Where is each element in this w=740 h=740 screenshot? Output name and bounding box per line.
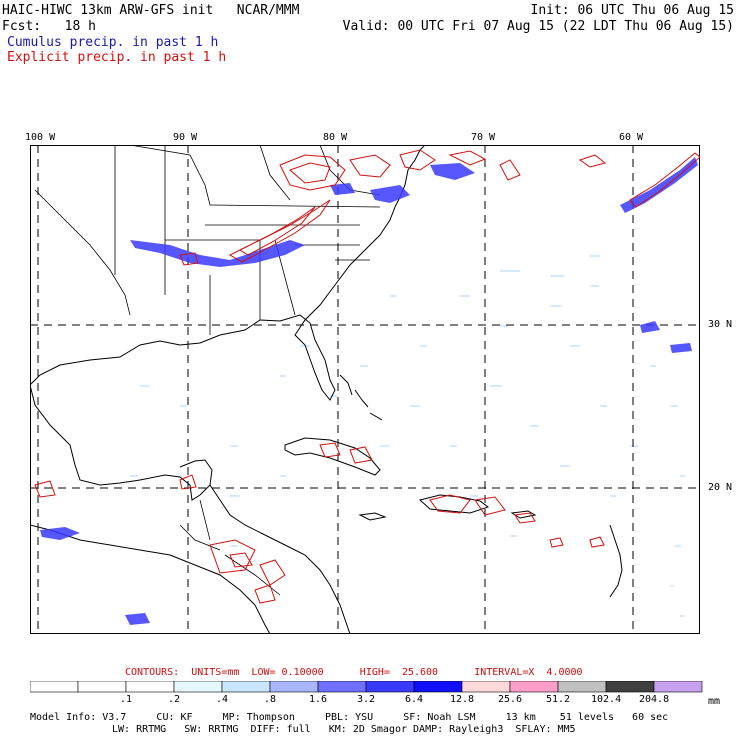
explicit-legend: Explicit precip. in past 1 h — [7, 50, 227, 65]
colorbar-swatch — [557, 681, 607, 693]
model-info-line2: LW: RRTMG SW: RRTMG DIFF: full KM: 2D Sm… — [112, 724, 576, 735]
light-precip-speckles — [130, 255, 685, 617]
contours-info: CONTOURS: UNITS=mm LOW= 0.10000 HIGH= 25… — [125, 667, 583, 678]
coastlines — [30, 145, 623, 634]
colorbar-tick-label: 204.8 — [639, 694, 670, 705]
colorbar-tick-label: .1 — [120, 694, 133, 705]
colorbar-swatch — [125, 681, 175, 693]
colorbar-tick-label: 51.2 — [546, 694, 571, 705]
lat-label: 30 N — [708, 319, 733, 330]
colorbar-tick-label: .2 — [168, 694, 181, 705]
valid-time: Valid: 00 UTC Fri 07 Aug 15 (22 LDT Thu … — [342, 19, 734, 34]
lat-lon-grid — [30, 145, 700, 634]
colorbar-tick-label: .4 — [216, 694, 229, 705]
model-info-line1: Model Info: V3.7 CU: KF MP: Thompson PBL… — [30, 712, 669, 723]
colorbar-swatch — [413, 681, 463, 693]
colorbar-swatch — [461, 681, 511, 693]
map-panel — [30, 145, 700, 634]
model-title: HAIC-HIWC 13km ARW-GFS init NCAR/MMM — [2, 3, 300, 18]
colorbar-swatch — [221, 681, 271, 693]
colorbar-swatch — [173, 681, 223, 693]
lon-label: 90 W — [173, 132, 198, 143]
lon-label: 60 W — [619, 132, 644, 143]
country-borders — [34, 189, 281, 596]
colorbar-swatch — [365, 681, 415, 693]
colorbar-swatch — [77, 681, 127, 693]
colorbar-swatch — [30, 681, 79, 693]
colorbar — [30, 681, 703, 693]
cumulus-precip-areas — [40, 157, 698, 625]
colorbar-tick-label: 12.8 — [450, 694, 475, 705]
lat-label: 20 N — [708, 482, 733, 493]
lon-label: 70 W — [471, 132, 496, 143]
colorbar-tick-label: 6.4 — [405, 694, 424, 705]
colorbar-swatch — [317, 681, 367, 693]
cumulus-legend: Cumulus precip. in past 1 h — [7, 35, 219, 50]
colorbar-swatch — [605, 681, 655, 693]
colorbar-unit: mm — [708, 696, 721, 707]
colorbar-tick-label: 1.6 — [309, 694, 328, 705]
explicit-precip-contours — [34, 149, 700, 604]
colorbar-tick-label: 25.6 — [498, 694, 523, 705]
colorbar-tick-label: 3.2 — [357, 694, 376, 705]
colorbar-swatch — [509, 681, 559, 693]
lon-label: 80 W — [323, 132, 348, 143]
forecast-hour: Fcst: 18 h — [2, 19, 96, 34]
state-borders — [114, 145, 381, 335]
colorbar-swatch — [269, 681, 319, 693]
init-time: Init: 06 UTC Thu 06 Aug 15 — [530, 3, 735, 18]
lon-label: 100 W — [25, 132, 56, 143]
colorbar-tick-label: .8 — [264, 694, 277, 705]
colorbar-swatch — [653, 681, 703, 693]
map-frame — [30, 145, 700, 634]
colorbar-tick-label: 102.4 — [591, 694, 622, 705]
